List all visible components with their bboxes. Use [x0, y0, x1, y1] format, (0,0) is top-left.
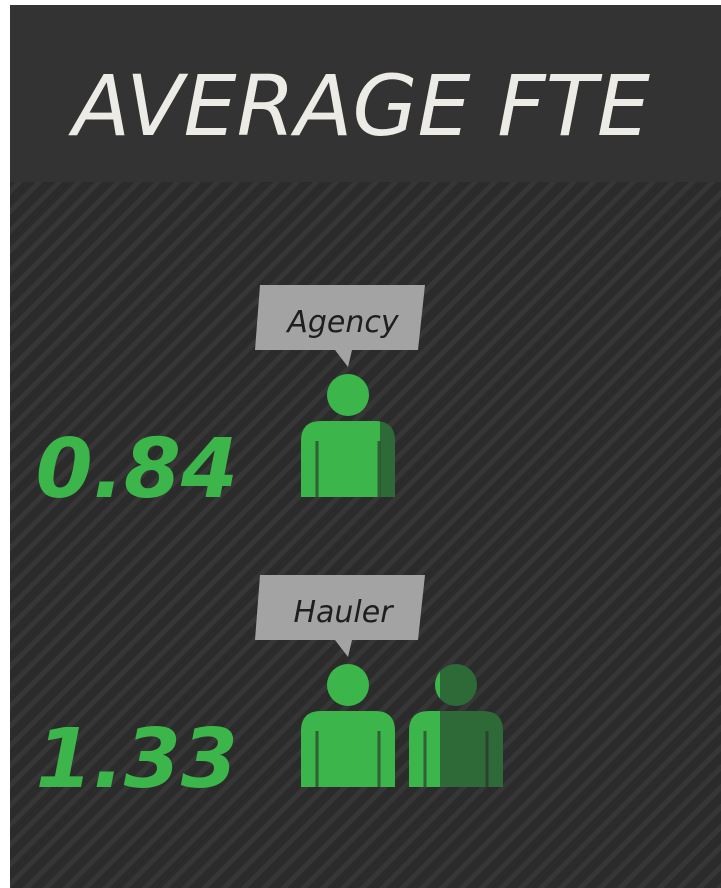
label-callout: [255, 575, 425, 657]
person-filled: [409, 671, 441, 787]
person-filled: [301, 664, 395, 787]
pictograph-icons: [301, 664, 503, 787]
category-label: Hauler: [293, 595, 394, 630]
label-callout: [255, 285, 425, 367]
person-head: [435, 664, 477, 706]
person-body: [301, 711, 395, 787]
person-head: [327, 664, 369, 706]
value-label: 1.33: [36, 712, 238, 807]
value-label: 0.84: [36, 422, 238, 517]
person-head: [435, 671, 441, 699]
category-label: Agency: [285, 305, 400, 340]
person-filled: [301, 374, 380, 497]
pictograph-icons: [301, 374, 395, 497]
person-head: [327, 374, 369, 416]
person-body: [301, 421, 380, 497]
chart-title: AVERAGE FTE: [68, 57, 650, 155]
header-background: [10, 5, 721, 182]
